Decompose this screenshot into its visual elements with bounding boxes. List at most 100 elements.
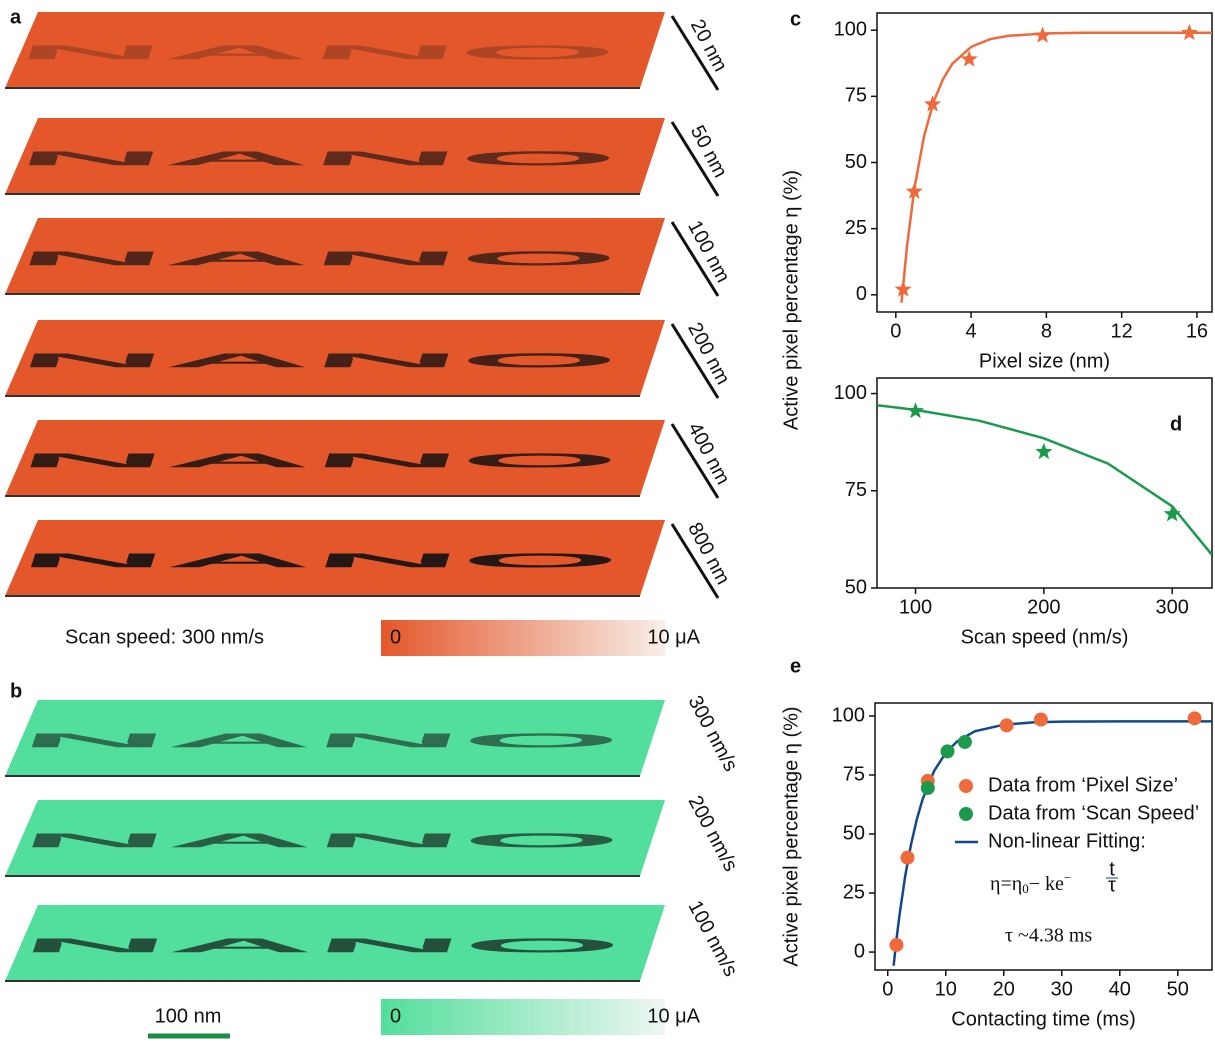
formula-sub: 0: [1022, 881, 1029, 896]
scale-bar-label: 100 nm: [155, 1005, 222, 1027]
y-tick-label: 25: [845, 217, 867, 239]
x-axis-label: Contacting time (ms): [951, 1008, 1136, 1030]
x-tick-label: 100: [899, 596, 932, 618]
y-tick-label: 100: [834, 18, 867, 40]
y-tick-label: 75: [843, 763, 865, 785]
data-point: [920, 780, 935, 795]
y-tick-label: 50: [845, 576, 867, 598]
panel-label: c: [790, 8, 801, 30]
scale-bar: [670, 323, 720, 399]
y-axis-label: Active pixel percentage η (%): [780, 170, 802, 430]
data-point: [1180, 23, 1198, 41]
topography-slab: [5, 905, 665, 981]
topography-pattern: NANO: [17, 830, 625, 852]
colorbar: [381, 999, 665, 1035]
slab-label: 100 nm/s: [684, 897, 742, 980]
plot-frame: [874, 702, 1213, 971]
y-tick-label: 0: [854, 940, 865, 962]
y-tick-label: 100: [832, 704, 865, 726]
x-tick-label: 16: [1186, 320, 1208, 342]
x-tick-label: 0: [890, 320, 901, 342]
x-axis-label: Pixel size (nm): [979, 350, 1110, 372]
x-tick-label: 200: [1027, 596, 1060, 618]
data-point: [1035, 442, 1053, 460]
annotation: τ ~4.38 ms: [1005, 925, 1092, 947]
topography-pattern: NANO: [13, 42, 621, 64]
legend-swatch: [959, 807, 973, 821]
topography-slab: [5, 12, 665, 88]
panel-label: e: [790, 655, 801, 677]
y-tick-label: 25: [843, 881, 865, 903]
image-caption: Scan speed: 300 nm/s: [65, 626, 264, 648]
plot-area: [877, 403, 1212, 556]
y-tick-label: 75: [845, 479, 867, 501]
plot-area: [900, 31, 1212, 303]
formula-part: − ke: [1029, 873, 1064, 895]
data-point: [924, 95, 942, 112]
topography-slab: [5, 118, 665, 194]
x-axis-label: Scan speed (nm/s): [961, 626, 1129, 648]
topography-slab: [5, 320, 665, 396]
legend-swatch: [959, 779, 973, 793]
slab-label: 20 nm: [686, 16, 732, 75]
formula-exp: −: [1064, 870, 1071, 885]
colorbar: [381, 620, 665, 656]
panel-label: a: [10, 6, 22, 28]
scale-bar: [670, 523, 720, 599]
panel-label: b: [10, 680, 22, 702]
formula-den: τ: [1108, 874, 1116, 896]
slab-label: 50 nm: [686, 122, 732, 181]
scale-bar: [670, 221, 720, 297]
plot-frame: [876, 12, 1213, 313]
data-point: [1163, 505, 1181, 522]
colorbar-max: 10 μA: [647, 1005, 700, 1027]
topography-slab: [5, 800, 665, 876]
topography-slab: [5, 700, 665, 776]
topography-pattern: NANO: [15, 450, 623, 472]
y-tick-label: 75: [845, 85, 867, 107]
y-tick-label: 100: [834, 382, 867, 404]
data-point: [957, 734, 972, 749]
y-tick-label: 0: [856, 283, 867, 305]
legend-label: Non-linear Fitting:: [988, 830, 1146, 852]
topography-pattern: NANO: [15, 350, 623, 372]
data-point: [960, 50, 978, 67]
formula: η=η0− ke−: [990, 870, 1071, 896]
colorbar-min: 0: [390, 1005, 401, 1027]
data-point: [940, 744, 955, 759]
data-point: [894, 280, 912, 297]
formula-num: t: [1109, 858, 1115, 880]
fit-curve: [900, 31, 1212, 303]
data-point: [905, 182, 923, 199]
data-point: [1033, 712, 1048, 727]
topography-pattern: NANO: [16, 550, 624, 572]
data-point: [900, 850, 915, 865]
x-tick-label: 4: [966, 320, 977, 342]
slab-label: 200 nm/s: [684, 792, 742, 875]
colorbar-min: 0: [390, 626, 401, 648]
formula-part: η=η: [990, 873, 1022, 895]
x-tick-label: 20: [993, 978, 1015, 1000]
x-tick-label: 30: [1051, 978, 1073, 1000]
x-tick-label: 12: [1111, 320, 1133, 342]
data-point: [999, 718, 1014, 733]
x-tick-label: 10: [935, 978, 957, 1000]
topography-pattern: NANO: [17, 730, 625, 752]
y-tick-label: 50: [845, 151, 867, 173]
x-tick-label: 40: [1109, 978, 1131, 1000]
legend-label: Data from ‘Pixel Size’: [988, 774, 1178, 796]
data-point: [1187, 711, 1202, 726]
data-point: [1034, 26, 1052, 43]
topography-slab: [5, 218, 665, 294]
topography-pattern: NANO: [14, 248, 622, 270]
x-tick-label: 50: [1167, 978, 1189, 1000]
x-tick-label: 0: [882, 978, 893, 1000]
panel-label: d: [1170, 413, 1182, 435]
legend-label: Data from ‘Scan Speed’: [988, 802, 1199, 824]
scale-bar: [670, 121, 720, 197]
y-axis-label: Active pixel percentage η (%): [780, 706, 802, 966]
topography-slab: [5, 420, 665, 496]
data-point: [889, 937, 904, 952]
